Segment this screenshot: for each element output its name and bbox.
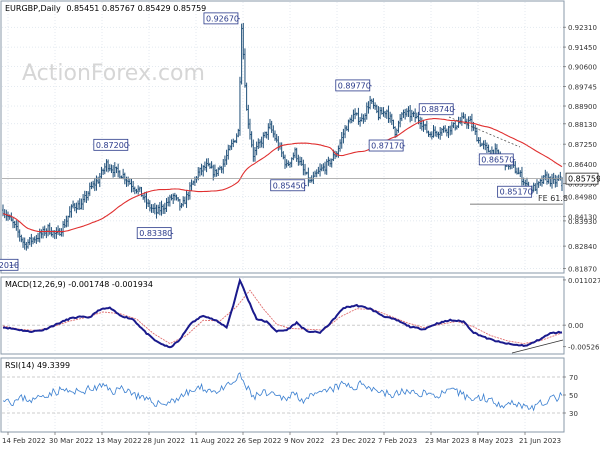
price-annotations: 0.92670 0.87200 0.89770 0.88740 0.87170 0.865… <box>0 12 534 271</box>
rsi-tick-label: 30 <box>569 410 578 418</box>
macd-tick-label: 0.011027 <box>568 277 600 285</box>
price-tick-label: 0.84980 <box>568 194 597 202</box>
annotation-label: 0.88740 <box>421 105 454 114</box>
date-tick-label: 23 Mar 2023 <box>425 437 469 445</box>
price-annotation: 0.85450 <box>270 179 307 192</box>
price-annotation: 0.87170 <box>368 139 406 152</box>
price-annotation: 0.87200 <box>93 138 130 151</box>
price-annotation: 0.83380 <box>136 227 174 240</box>
annotation-label: 0.83380 <box>139 229 172 238</box>
last-price-tag <box>565 172 599 185</box>
date-tick-label: 26 Sep 2022 <box>237 437 281 445</box>
macd-tick-label: 0.00 <box>568 322 584 330</box>
annotation-label: 0.86570 <box>481 155 514 164</box>
macd-tick-label: -0.005267 <box>568 344 600 352</box>
rsi-tick-label: 50 <box>569 392 578 400</box>
price-tick-label: 0.86400 <box>568 161 597 169</box>
annotation-leader <box>304 184 307 187</box>
date-tick-label: 21 Jun 2023 <box>519 437 561 445</box>
annotation-label: 0.85450 <box>273 181 306 190</box>
price-panel-frame <box>0 0 565 274</box>
annotation-label: 0.85170 <box>500 188 533 197</box>
price-annotation: 0.86570 <box>478 153 516 166</box>
price-annotation: 0.92670 <box>203 12 241 25</box>
price-tick-label: 0.90600 <box>568 64 597 72</box>
date-tick-label: 8 May 2023 <box>472 437 513 445</box>
price-tick-label: 0.84130 <box>568 213 597 221</box>
trend-line <box>448 116 521 148</box>
price-annotation: 0.89770 <box>335 79 372 92</box>
last-price-value: 0.85759 <box>568 175 600 184</box>
annotation-label: 0.89770 <box>338 81 371 90</box>
rsi-tick-label: 70 <box>569 374 578 382</box>
date-tick-label: 23 Dec 2022 <box>331 437 376 445</box>
macd-title: MACD(12,26,9) -0.001748 -0.001934 <box>5 280 153 289</box>
ohlc-readout: 0.85451 0.85767 0.85429 0.85759 <box>66 4 206 13</box>
annotation-label: 0.87170 <box>371 142 404 151</box>
price-bars <box>2 22 563 251</box>
annotation-leader <box>513 159 516 161</box>
symbol-title: EURGBP,Daily <box>5 4 61 13</box>
price-tick-label: 0.88900 <box>568 103 597 111</box>
annotation-leader <box>453 108 456 111</box>
annotation-leader <box>127 144 130 146</box>
annotation-leader <box>531 191 534 193</box>
price-tick-label: 0.81870 <box>568 266 597 274</box>
macd-y-axis: 0.011027 0.00 -0.005267 <box>563 277 600 352</box>
price-tick-label: 0.87250 <box>568 141 597 149</box>
annotation-leader <box>9 264 19 266</box>
date-tick-label: 14 Feb 2022 <box>2 437 46 445</box>
price-tick-label: 0.89745 <box>568 83 597 91</box>
moving-average-line <box>2 118 563 233</box>
date-tick-label: 9 Nov 2022 <box>284 437 324 445</box>
price-tick-label: 0.82840 <box>568 243 597 251</box>
annotation-leader <box>171 232 174 234</box>
chart-title: EURGBP,Daily 0.85451 0.85767 0.85429 0.8… <box>5 4 206 13</box>
date-x-axis: 14 Feb 2022 30 Mar 2022 13 May 2022 28 Jun … <box>2 432 561 445</box>
price-annotation: 0.88740 <box>418 103 456 116</box>
price-annotation: 0.82010 <box>0 258 19 271</box>
annotation-label: 0.87200 <box>96 141 129 150</box>
price-tick-label: 0.91450 <box>568 44 597 52</box>
macd-panel-frame <box>0 276 565 355</box>
fe-61-8-label: FE 61.8 <box>538 194 568 203</box>
date-tick-label: 13 May 2022 <box>96 437 142 445</box>
annotation-leader <box>403 145 406 147</box>
annotation-label: 0.82010 <box>0 261 19 270</box>
price-tick-label: 0.88130 <box>568 121 597 129</box>
price-tick-label: 0.83930 <box>568 218 597 226</box>
annotation-label: 0.92670 <box>206 14 239 23</box>
annotation-leader <box>237 18 241 20</box>
price-annotation: 0.85170 <box>497 185 534 198</box>
rsi-line <box>2 372 563 412</box>
rsi-y-axis: 70 50 30 <box>563 374 578 418</box>
rsi-title: RSI(14) 49.3399 <box>5 361 70 370</box>
annotation-leader <box>369 85 372 87</box>
date-tick-label: 11 Aug 2022 <box>190 437 235 445</box>
macd-trend-line <box>511 339 564 354</box>
macd-line <box>2 277 563 349</box>
date-tick-label: 7 Feb 2023 <box>378 437 417 445</box>
price-tick-label: 0.92310 <box>568 24 597 32</box>
date-tick-label: 28 Jun 2022 <box>143 437 185 445</box>
watermark: ActionForex.com <box>22 61 205 86</box>
date-tick-label: 30 Mar 2022 <box>49 437 93 445</box>
